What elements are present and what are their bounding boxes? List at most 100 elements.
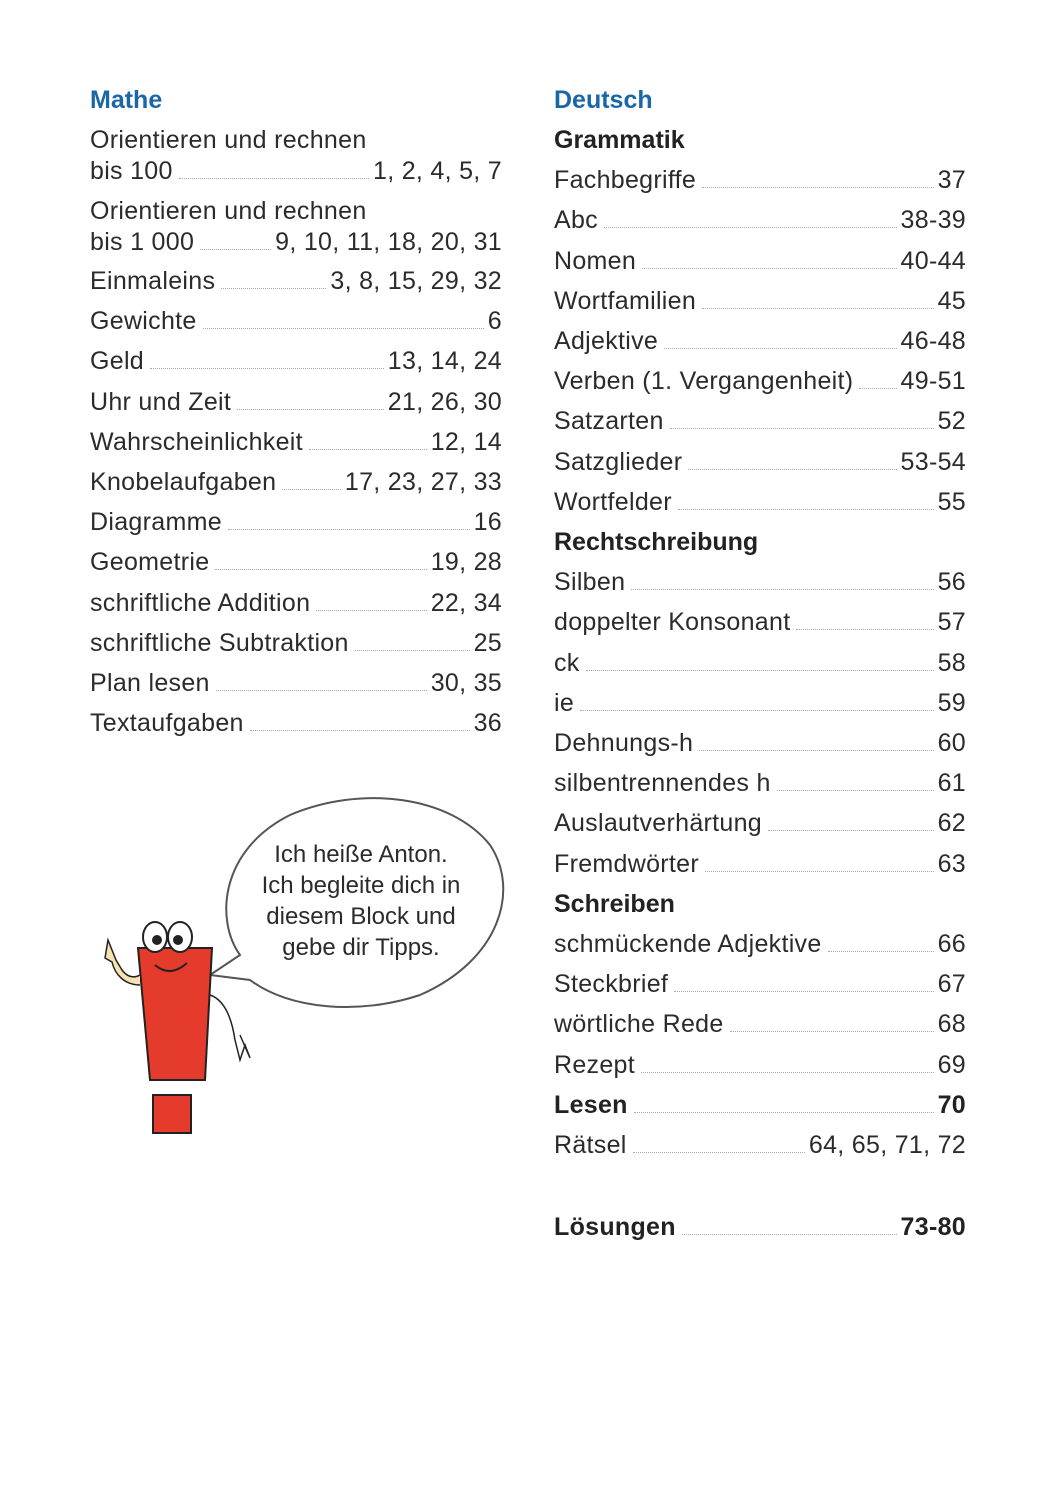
entry-label: wörtliche Rede [554, 1010, 724, 1039]
entry-label: Satzarten [554, 407, 664, 436]
leader-dots [642, 267, 897, 269]
toc-entry: Geld 13, 14, 24 [90, 346, 502, 376]
toc-entry: Diagramme 16 [90, 507, 502, 537]
toc-entry: Einmaleins 3, 8, 15, 29, 32 [90, 266, 502, 296]
leader-dots [664, 348, 897, 349]
leader-dots [237, 408, 384, 410]
leader-dots [282, 489, 341, 490]
leader-dots [705, 870, 934, 872]
entry-pages: 46-48 [900, 327, 966, 355]
leader-dots [221, 288, 327, 289]
leader-dots [150, 368, 384, 370]
leader-dots [796, 629, 934, 631]
toc-entry: bis 1 000 9, 10, 11, 18, 20, 31 [90, 227, 502, 257]
leader-dots [316, 609, 427, 611]
pupil [152, 935, 162, 945]
toc-entry: Wahrscheinlichkeit 12, 14 [90, 427, 502, 457]
entry-label: Rätsel [554, 1131, 627, 1159]
entry-label: Steckbrief [554, 970, 669, 999]
entry-pages: 57 [937, 608, 966, 637]
leader-dots [768, 830, 934, 832]
entry-label: silbentrennendes h [554, 769, 771, 798]
entry-pages: 16 [473, 508, 502, 537]
entry-label: Fremdwörter [554, 849, 699, 878]
entry-pages: 17, 23, 27, 33 [344, 468, 502, 496]
entry-label: Auslautverhärtung [554, 809, 763, 838]
entry-pages: 59 [937, 688, 966, 717]
entry-pages: 21, 26, 30 [387, 387, 502, 416]
entry-label: Nomen [554, 246, 637, 275]
entry-pages: 22, 34 [430, 588, 502, 617]
leader-dots [688, 468, 897, 470]
leader-dots [215, 569, 427, 571]
speech-line: Ich heiße Anton. [274, 841, 448, 868]
toc-entry: Abc 38-39 [554, 205, 966, 235]
entry-pages: 56 [937, 568, 966, 597]
leader-dots [674, 991, 934, 993]
toc-entry: Wortfelder 55 [554, 487, 966, 517]
entry-label: schmückende Adjektive [554, 930, 822, 958]
leader-dots [215, 690, 427, 691]
toc-entry: Wortfamilien 45 [554, 286, 966, 316]
entry-pages: 73-80 [900, 1213, 966, 1241]
toc-entry: wörtliche Rede 68 [554, 1009, 966, 1039]
speech-bubble [207, 797, 505, 1008]
toc-entry: Fachbegriffe 37 [554, 165, 966, 195]
toc-entry: Auslautverhärtung 62 [554, 808, 966, 838]
entry-pages: 67 [937, 970, 966, 999]
toc-entry: Satzarten 52 [554, 406, 966, 436]
toc-entry: Lesen 70 [554, 1090, 966, 1120]
entry-pages: 25 [473, 628, 502, 657]
entry-label: Knobelaufgaben [90, 468, 277, 496]
section-heading: Mathe [90, 86, 163, 114]
leader-dots [641, 1071, 934, 1073]
entry-pages: 37 [937, 166, 966, 195]
entry-label: Fachbegriffe [554, 166, 697, 195]
entry-label: Rezept [554, 1050, 636, 1079]
entry-label: Diagramme [90, 508, 222, 537]
entry-pages: 36 [473, 709, 502, 738]
leader-dots [702, 187, 934, 189]
entry-label: Satzglieder [554, 447, 683, 476]
leader-dots [681, 1234, 897, 1235]
leader-dots [859, 388, 897, 390]
entry-label: Dehnungs-h [554, 729, 694, 757]
entry-label: doppelter Konsonant [554, 608, 791, 637]
leader-dots [227, 529, 470, 531]
leader-dots [677, 508, 934, 510]
leader-dots [200, 248, 272, 250]
leader-dots [178, 178, 369, 179]
entry-pages: 6 [487, 307, 502, 336]
pupil [173, 935, 183, 945]
toc-entry: Textaufgaben 36 [90, 708, 502, 738]
leader-dots [308, 448, 427, 450]
entry-label: Plan lesen [90, 669, 210, 697]
entry-pages: 3, 8, 15, 29, 32 [330, 267, 502, 295]
leader-dots [827, 951, 934, 952]
toc-entry: Rätsel 64, 65, 71, 72 [554, 1130, 966, 1160]
toc-entry: Verben (1. Vergangenheit) 49-51 [554, 366, 966, 396]
toc-entry: Dehnungs-h 60 [554, 728, 966, 758]
entry-pages: 66 [937, 930, 966, 958]
leader-dots [580, 709, 934, 711]
speech-line: diesem Block und [266, 903, 456, 930]
entry-pages: 1, 2, 4, 5, 7 [373, 157, 502, 185]
entry-pages: 12, 14 [430, 427, 502, 456]
entry-label: Verben (1. Vergangenheit) [554, 367, 854, 396]
leader-dots [776, 790, 934, 792]
character-dot [152, 1094, 192, 1134]
leader-dots [632, 1152, 805, 1153]
entry-pages: 70 [937, 1090, 966, 1119]
entry-label: ie [554, 688, 575, 717]
toc-entry: Gewichte 6 [90, 306, 502, 336]
toc-entry: Adjektive 46-48 [554, 326, 966, 356]
entry-pages: 52 [937, 407, 966, 436]
entry-label: Wahrscheinlichkeit [90, 427, 303, 456]
toc-entry: Plan lesen 30, 35 [90, 668, 502, 698]
entry-pages: 13, 14, 24 [387, 347, 502, 376]
entry-pages: 40-44 [900, 246, 966, 275]
entry-label: Gewichte [90, 307, 197, 336]
entry-pages: 45 [937, 286, 966, 315]
